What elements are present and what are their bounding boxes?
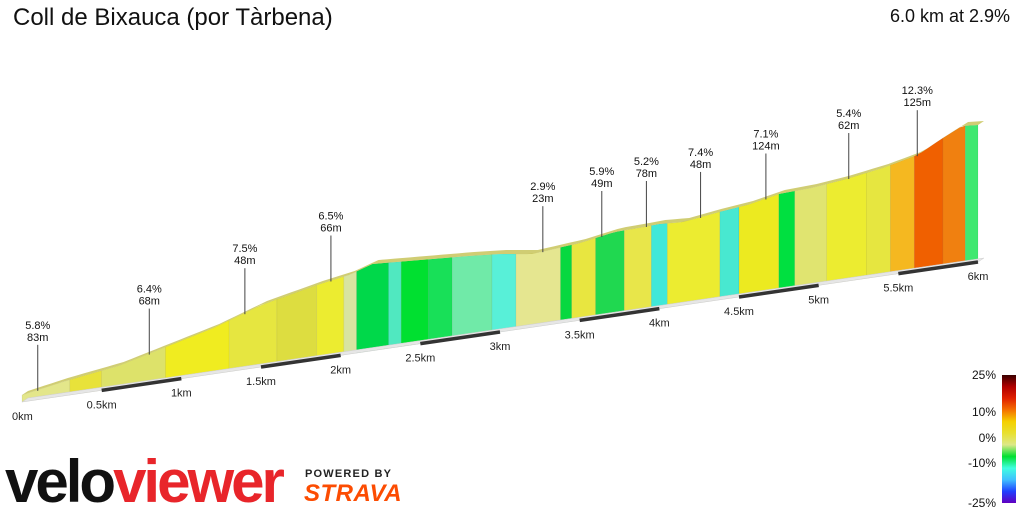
segment-gradient-label: 7.5% — [232, 243, 257, 255]
climb-summary: 6.0 km at 2.9% — [889, 6, 1010, 26]
logo-part-viewer: viewer — [113, 448, 285, 515]
x-tick-label: 2km — [330, 364, 351, 376]
baseline-km-band — [898, 260, 979, 276]
profile-band — [651, 223, 668, 311]
baseline-km-band — [420, 330, 501, 346]
x-tick-label: 0.5km — [87, 399, 117, 411]
x-tick-label: 0km — [12, 411, 33, 423]
baseline-km-band — [101, 376, 182, 393]
x-tick-label: 3.5km — [565, 329, 595, 341]
legend-tick-label: 25% — [972, 368, 996, 382]
segment-length-label: 48m — [234, 255, 255, 267]
profile-band — [571, 237, 596, 322]
profile-band — [560, 244, 573, 324]
profile-band — [400, 259, 429, 347]
segment-gradient-label: 6.4% — [137, 284, 162, 296]
segment-gradient-label: 7.4% — [688, 147, 713, 159]
page-title: Coll de Bixauca (por Tàrbena) — [13, 4, 333, 31]
segment-gradient-label: 5.8% — [25, 320, 50, 332]
segment-length-label: 62m — [838, 120, 859, 132]
segment-gradient-label: 2.9% — [530, 181, 555, 193]
x-tick-label: 1.5km — [246, 376, 276, 388]
segment-length-label: 66m — [320, 223, 341, 235]
baseline-km-band — [260, 353, 341, 369]
profile-band — [228, 298, 278, 373]
distance-tick-labels: 0km 0.5km 1km 1.5km 2km 2.5km 3km 3.5km 4km 4.5km… — [12, 271, 988, 423]
profile-band — [890, 155, 915, 276]
baseline-km-band — [579, 306, 660, 323]
legend-tick-label: -25% — [968, 496, 996, 510]
profile-band — [666, 211, 721, 308]
profile-band — [515, 247, 561, 331]
gradient-color-legend: 25% 10% 0% -10% -25% — [968, 368, 1016, 510]
profile-band — [316, 276, 345, 360]
profile-band — [623, 225, 652, 315]
segment-gradient-label: 5.4% — [836, 108, 861, 120]
profile-slabs — [21, 121, 984, 403]
profile-band — [491, 253, 517, 334]
legend-tick-label: 10% — [972, 405, 996, 419]
segment-gradient-label: 12.3% — [902, 85, 933, 97]
profile-band — [451, 254, 493, 340]
strava-logo[interactable]: STRAVA — [304, 480, 403, 507]
profile-band — [388, 261, 402, 349]
x-tick-label: 6km — [968, 271, 989, 283]
x-tick-label: 5km — [808, 294, 829, 306]
x-tick-label: 5.5km — [883, 283, 913, 295]
segment-length-label: 125m — [904, 97, 932, 109]
legend-tick-label: 0% — [979, 431, 997, 445]
segment-length-label: 83m — [27, 332, 48, 344]
x-tick-label: 1km — [171, 388, 192, 400]
segment-length-label: 78m — [636, 168, 657, 180]
segment-length-label: 124m — [752, 141, 780, 153]
profile-band — [794, 183, 827, 290]
profile-band — [964, 124, 979, 265]
legend-color-bar — [1002, 375, 1016, 503]
distance-baseline — [21, 257, 985, 403]
profile-band — [427, 257, 453, 343]
logo-part-velo: velo — [5, 448, 116, 515]
profile-band — [942, 125, 966, 268]
profile-band — [738, 193, 780, 298]
profile-band — [356, 262, 389, 354]
veloviewer-logo[interactable]: veloviewer — [5, 452, 285, 512]
profile-band — [826, 172, 867, 285]
profile-band — [913, 137, 944, 272]
gradient-annotations: 5.8%83m6.4%68m7.5%48m6.5%66m2.9%23m5.9%4… — [25, 85, 933, 391]
x-tick-label: 3km — [490, 341, 511, 353]
segment-length-label: 48m — [690, 159, 711, 171]
x-tick-label: 2.5km — [405, 353, 435, 365]
profile-band — [778, 190, 796, 292]
legend-tick-label: -10% — [968, 456, 996, 470]
segment-gradient-label: 7.1% — [753, 129, 778, 141]
baseline-km-band — [738, 283, 819, 299]
segment-length-label: 49m — [591, 178, 612, 190]
powered-by-label: POWERED BY — [305, 468, 393, 480]
x-tick-label: 4km — [649, 318, 670, 330]
profile-band — [719, 206, 740, 301]
segment-length-label: 68m — [139, 296, 160, 308]
segment-length-label: 23m — [532, 193, 553, 205]
profile-band — [343, 270, 357, 356]
profile-band — [866, 164, 891, 279]
segment-gradient-label: 6.5% — [318, 211, 343, 223]
segment-gradient-label: 5.9% — [589, 166, 614, 178]
profile-band — [595, 229, 625, 319]
segment-gradient-label: 5.2% — [634, 156, 659, 168]
x-tick-label: 4.5km — [724, 306, 754, 318]
